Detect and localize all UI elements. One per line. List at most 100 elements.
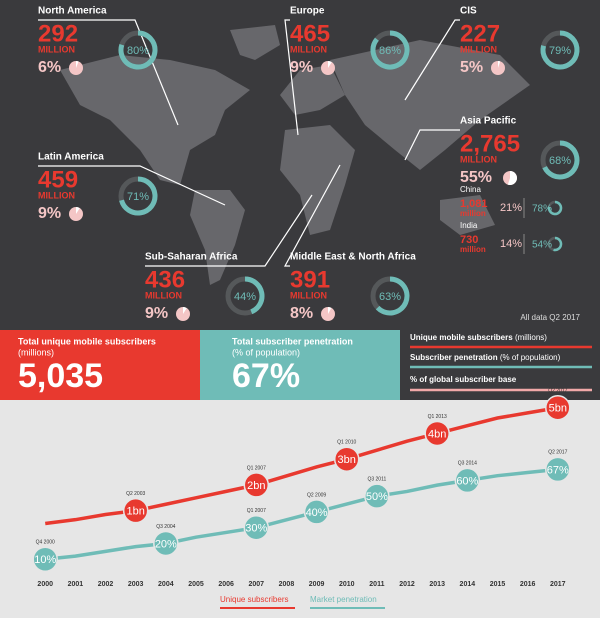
milestone-label: 1bn [126,506,144,518]
legend-entry: Unique subscribers [220,595,288,604]
penetration-ring [542,140,580,180]
share-slice [328,61,332,68]
penetration-label: 78% [532,204,552,215]
penetration-label: 63% [379,291,401,303]
milestone-label: 5bn [549,403,567,415]
penetration-ring [244,276,265,315]
penetration-ring [540,30,580,70]
chart: 2000 2001 2002 2003 2004 2005 2006 2007 2008 2009… [32,388,571,609]
milestone-label: 40% [306,507,328,519]
penetration-ring [118,30,158,70]
country-unit: million [460,245,486,254]
summary-title: Total subscriber penetration [232,336,353,346]
milestone-period: Q3 2011 [367,476,386,482]
milestone-label: 20% [155,538,177,550]
region-name: CIS [460,6,477,17]
region-share: 8% [290,305,313,322]
milestone [454,467,481,494]
share-slice [507,171,517,185]
milestone [303,499,330,525]
legend-box [400,330,600,400]
summary-value: 5,035 [18,357,103,395]
summary-subtitle: (% of population) [232,347,300,357]
milestone-label: 30% [245,523,267,535]
share-slice [76,207,80,214]
note: All data Q2 2017 [520,313,580,322]
milestone-period: Q1 2007 [247,508,266,514]
penetration-label: 44% [234,291,256,303]
x-tick-label: 2005 [188,581,204,588]
x-tick-label: 2000 [37,581,53,588]
x-tick-label: 2003 [128,581,144,588]
milestone [333,446,360,472]
legend-label: Unique mobile subscribers (millions) [410,333,547,342]
milestone-period: Q1 2013 [428,414,447,420]
summary-subtitle: (millions) [18,347,54,357]
x-tick-label: 2008 [279,581,295,588]
region-subscribers: 459 [38,166,78,193]
country-share: 21% [500,202,522,214]
milestone [153,530,179,557]
region-share: 9% [145,305,168,322]
summary-box [200,330,400,400]
region-subscribers: 2,765 [460,130,520,157]
milestone [32,546,58,572]
legend-label: Subscriber penetration (% of population) [410,353,561,362]
region-unit: MILLION [145,290,182,300]
region-unit: MILLION [290,44,327,54]
milestone-label: 60% [456,475,478,487]
x-tick-label: 2016 [520,581,536,588]
country-name: China [460,185,481,194]
penetration-label: 86% [379,45,401,57]
x-tick-label: 2010 [339,581,355,588]
penetration-ring [553,236,563,252]
region-share: 6% [38,59,61,76]
milestone-period: Q1 2010 [337,440,356,446]
legend-entry: Market penetration [310,595,377,604]
share-slice [498,61,501,68]
country-subscribers: 730 [460,234,478,246]
legend-unit: (millions) [515,333,547,342]
milestone-label: 10% [34,554,56,566]
milestone [545,456,571,483]
milestone-period: Q1 2007 [247,465,266,471]
penetration-ring [370,30,410,70]
region-name: Middle East & North Africa [290,252,416,263]
x-tick-label: 2002 [98,581,114,588]
country-unit: million [460,209,486,218]
summary-value: 67% [232,357,300,395]
country-subscribers: 1,081 [460,198,488,210]
region-subscribers: 465 [290,20,330,47]
country-name: India [460,221,478,230]
summary-box [0,330,200,400]
region-subscribers: 436 [145,266,185,293]
penetration-label: 68% [549,155,571,167]
connector-lines [38,19,460,267]
region-name: Latin America [38,152,104,163]
region-share: 5% [460,59,483,76]
milestone-period: Q2 2009 [307,492,326,498]
region-unit: MILLION [460,44,497,54]
legend-unit: (% of population) [500,353,561,362]
x-tick-label: 2004 [158,581,174,588]
region-name: Sub-Saharan Africa [145,252,238,263]
region-subscribers: 292 [38,20,78,47]
region-name: North America [38,6,107,17]
region-name: Asia Pacific [460,116,517,127]
milestone-period: Q2 2003 [126,491,145,497]
milestone [243,514,270,541]
region-name: Europe [290,6,325,17]
penetration-label: 71% [127,191,149,203]
milestone-period: Q4 2000 [36,540,55,546]
x-tick-label: 2014 [460,581,476,588]
world-map [60,25,530,285]
region-unit: MILLION [290,290,327,300]
region-share: 55% [460,169,492,186]
chart-background [0,400,600,618]
penetration-ring [119,176,158,216]
region-subscribers: 391 [290,266,330,293]
milestone-label: 4bn [428,428,446,440]
region-share: 9% [38,205,61,222]
x-tick-label: 2012 [399,581,415,588]
milestone [424,420,450,447]
